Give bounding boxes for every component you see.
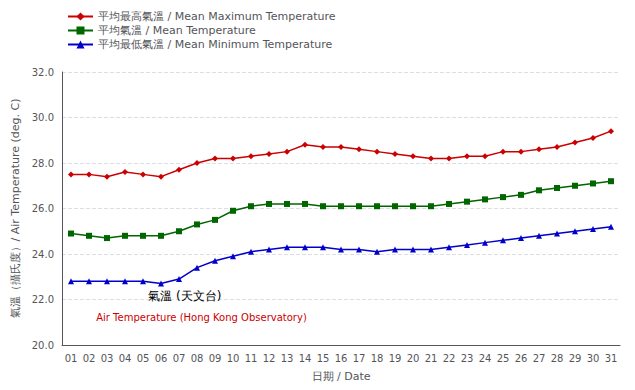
svg-text:11: 11 bbox=[245, 353, 258, 364]
svg-text:30: 30 bbox=[587, 353, 600, 364]
svg-text:28: 28 bbox=[551, 353, 564, 364]
svg-text:14: 14 bbox=[299, 353, 312, 364]
svg-text:12: 12 bbox=[263, 353, 276, 364]
svg-text:29: 29 bbox=[569, 353, 582, 364]
svg-text:27: 27 bbox=[533, 353, 546, 364]
svg-text:24: 24 bbox=[479, 353, 492, 364]
svg-text:30.0: 30.0 bbox=[32, 112, 54, 123]
svg-text:日期 / Date: 日期 / Date bbox=[312, 370, 371, 383]
svg-text:16: 16 bbox=[335, 353, 348, 364]
svg-text:平均氣溫 / Mean Temperature: 平均氣溫 / Mean Temperature bbox=[98, 24, 256, 37]
svg-text:08: 08 bbox=[191, 353, 204, 364]
svg-text:氣溫（攝氏度）/ Air Temperature (deg.: 氣溫（攝氏度）/ Air Temperature (deg. C) bbox=[9, 99, 22, 319]
svg-text:15: 15 bbox=[317, 353, 330, 364]
svg-text:21: 21 bbox=[425, 353, 438, 364]
svg-text:28.0: 28.0 bbox=[32, 158, 54, 169]
svg-text:26: 26 bbox=[515, 353, 528, 364]
svg-text:04: 04 bbox=[119, 353, 132, 364]
svg-text:平均最低氣溫 / Mean Minimum Temperat: 平均最低氣溫 / Mean Minimum Temperature bbox=[98, 38, 333, 51]
svg-text:20.0: 20.0 bbox=[32, 340, 54, 351]
svg-text:13: 13 bbox=[281, 353, 294, 364]
svg-text:24.0: 24.0 bbox=[32, 249, 54, 260]
svg-text:25: 25 bbox=[497, 353, 510, 364]
svg-text:01: 01 bbox=[65, 353, 78, 364]
svg-text:19: 19 bbox=[389, 353, 402, 364]
svg-text:07: 07 bbox=[173, 353, 186, 364]
svg-text:22.0: 22.0 bbox=[32, 294, 54, 305]
svg-text:22: 22 bbox=[443, 353, 456, 364]
svg-text:06: 06 bbox=[155, 353, 168, 364]
svg-text:18: 18 bbox=[371, 353, 384, 364]
svg-text:Air Temperature (Hong Kong Obs: Air Temperature (Hong Kong Observatory) bbox=[96, 312, 307, 323]
svg-text:20: 20 bbox=[407, 353, 420, 364]
svg-text:03: 03 bbox=[101, 353, 114, 364]
svg-text:31: 31 bbox=[605, 353, 618, 364]
svg-text:平均最高氣溫 / Mean Maximum Temperat: 平均最高氣溫 / Mean Maximum Temperature bbox=[98, 10, 336, 23]
svg-text:05: 05 bbox=[137, 353, 150, 364]
svg-text:26.0: 26.0 bbox=[32, 203, 54, 214]
svg-text:32.0: 32.0 bbox=[32, 67, 54, 78]
svg-text:23: 23 bbox=[461, 353, 474, 364]
svg-text:氣溫 (天文台): 氣溫 (天文台) bbox=[148, 289, 221, 303]
svg-text:09: 09 bbox=[209, 353, 222, 364]
svg-text:10: 10 bbox=[227, 353, 240, 364]
svg-text:17: 17 bbox=[353, 353, 366, 364]
svg-text:02: 02 bbox=[83, 353, 96, 364]
